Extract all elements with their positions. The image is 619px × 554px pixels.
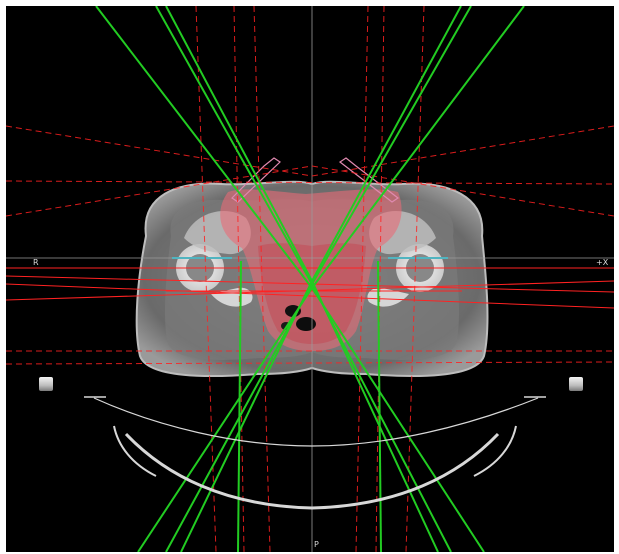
orientation-label-posterior: P <box>314 540 319 549</box>
rectal-gas-2 <box>296 317 316 331</box>
beam-edges <box>95 6 525 552</box>
marker-right <box>338 157 400 203</box>
orientation-label-x: +X <box>596 258 609 267</box>
orientation-label-right: R <box>33 258 39 267</box>
ct-scene <box>6 6 614 552</box>
couch-block-left <box>39 377 53 391</box>
treatment-couch <box>84 396 546 510</box>
couch-block-right <box>569 377 583 391</box>
ct-viewport[interactable]: R +X P <box>6 6 614 552</box>
isodose-dashed <box>6 6 614 552</box>
